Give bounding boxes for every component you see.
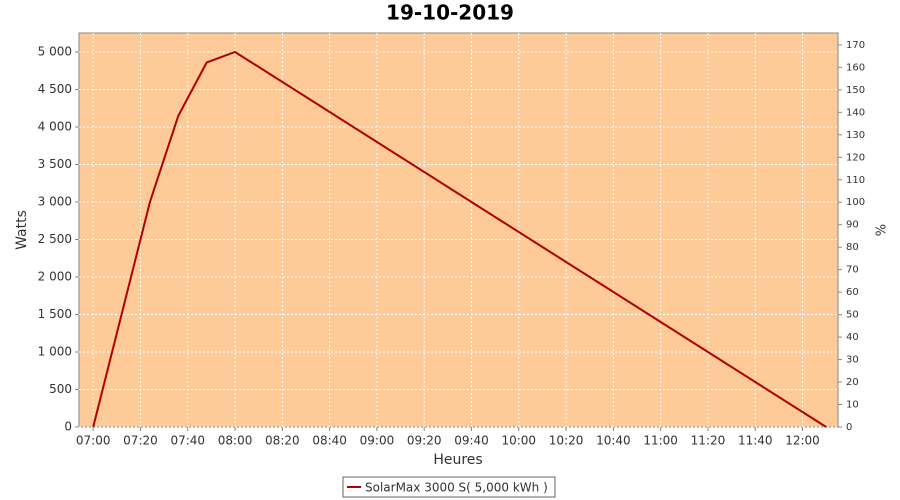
x-tick-label: 10:00 <box>501 434 536 448</box>
legend-label: SolarMax 3000 S( 5,000 kWh ) <box>365 481 548 495</box>
y2-tick-label: 30 <box>846 355 859 366</box>
series-line <box>92 50 827 428</box>
x-tick-label: 07:20 <box>123 434 158 448</box>
y2-tick-label: 80 <box>846 242 859 253</box>
y-tick-label: 2 500 <box>38 232 72 246</box>
y2-tick-label: 110 <box>846 175 865 186</box>
chart-title: 19-10-2019 <box>386 1 514 25</box>
x-tick-label: 08:40 <box>312 434 347 448</box>
x-tick-label: 08:00 <box>218 434 253 448</box>
x-tick-label: 08:20 <box>265 434 300 448</box>
x-tick-label: 10:20 <box>549 434 584 448</box>
y2-tick-label: 100 <box>846 197 865 208</box>
y2-tick-label: 140 <box>846 107 865 118</box>
y-tick-label: 1 000 <box>38 344 72 358</box>
y-tick-label: 500 <box>49 382 72 396</box>
y2-tick-label: 160 <box>846 62 865 73</box>
y2-tick-label: 50 <box>846 310 859 321</box>
y-tick-label: 4 500 <box>38 82 72 96</box>
y-tick-label: 4 000 <box>38 119 72 133</box>
y2-tick-label: 120 <box>846 152 865 163</box>
plot-area <box>78 32 839 428</box>
x-tick-label: 09:00 <box>360 434 395 448</box>
y2-tick-label: 130 <box>846 130 865 141</box>
y2-tick-label: 70 <box>846 265 859 276</box>
y-tick-label: 2 000 <box>38 269 72 283</box>
y2-tick-label: 90 <box>846 220 859 231</box>
y2-tick-label: 60 <box>846 287 859 298</box>
x-tick-label: 09:40 <box>454 434 489 448</box>
y2-tick-label: 20 <box>846 377 859 388</box>
y2-tick-label: 150 <box>846 85 865 96</box>
y2-axis-label: % <box>875 224 890 236</box>
legend-box <box>342 476 556 498</box>
y-tick-label: 3 000 <box>38 194 72 208</box>
y-tick-label: 1 500 <box>38 307 72 321</box>
y2-tick-label: 40 <box>846 332 859 343</box>
y-tick-label: 5 000 <box>38 44 72 58</box>
x-tick-label: 10:40 <box>596 434 631 448</box>
y2-tick-label: 170 <box>846 40 865 51</box>
x-tick-label: 09:20 <box>407 434 442 448</box>
x-tick-label: 07:40 <box>170 434 205 448</box>
y2-tick-label: 10 <box>846 400 859 411</box>
x-tick-label: 11:20 <box>691 434 726 448</box>
x-tick-label: 11:40 <box>738 434 773 448</box>
y-tick-label: 3 500 <box>38 157 72 171</box>
x-tick-label: 12:00 <box>785 434 820 448</box>
x-tick-label: 11:00 <box>643 434 678 448</box>
y-tick-label: 0 <box>64 420 72 434</box>
x-tick-label: 07:00 <box>76 434 111 448</box>
y2-tick-label: 0 <box>846 422 852 433</box>
x-axis-label: Heures <box>433 452 482 468</box>
y-axis-label: Watts <box>14 210 30 250</box>
